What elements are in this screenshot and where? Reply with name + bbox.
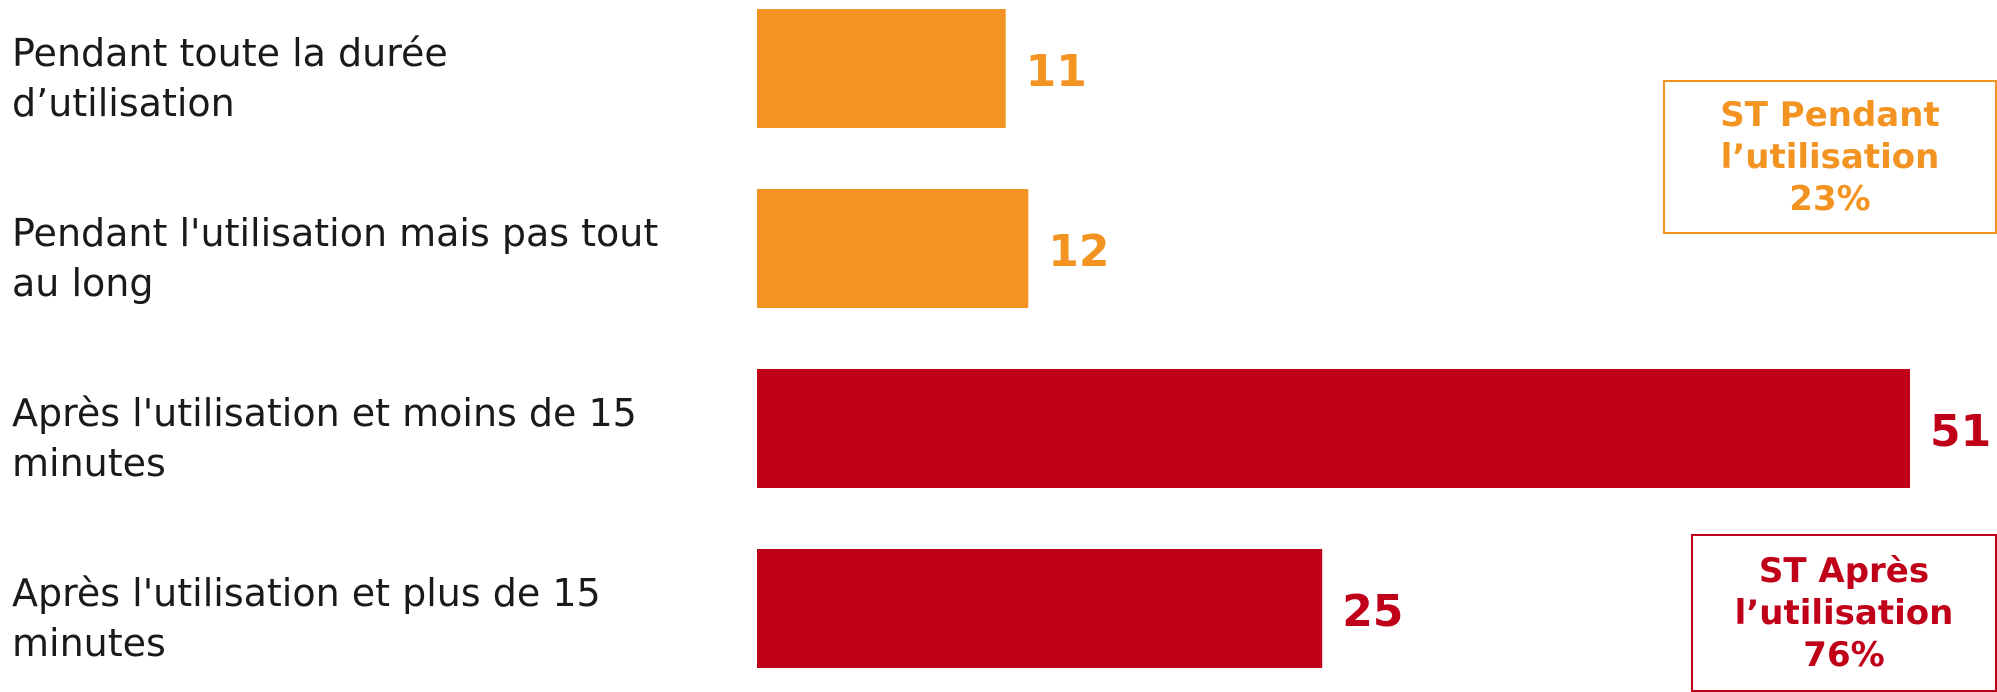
subtotal-apres-line-2: l’utilisation [1734, 593, 1954, 633]
value-label-3: 51 [1930, 406, 1991, 457]
category-label-1: Pendant toute la durée d’utilisation [12, 31, 448, 125]
bar-1 [757, 9, 1006, 128]
value-label-1: 11 [1026, 46, 1087, 97]
category-label-3: Après l'utilisation et moins de 15 minute… [12, 391, 637, 485]
subtotal-apres-line-1: ST Après [1758, 551, 1930, 591]
subtotal-apres-value: 76% [1803, 635, 1885, 675]
subtotal-box-apres: ST Après l’utilisation 76% [1691, 534, 1997, 692]
subtotal-box-pendant: ST Pendant l’utilisation 23% [1663, 80, 1997, 234]
value-label-2: 12 [1048, 226, 1109, 277]
category-label-2: Pendant l'utilisation mais pas tout au lo… [12, 211, 658, 305]
bar-2 [757, 189, 1029, 308]
bar-3 [757, 369, 1910, 488]
value-label-4: 25 [1342, 586, 1403, 637]
bar-4 [757, 549, 1323, 668]
subtotal-pendant-line-2: l’utilisation [1720, 137, 1940, 177]
subtotal-pendant-line-1: ST Pendant [1720, 95, 1940, 135]
category-label-4: Après l'utilisation et plus de 15 minutes [12, 571, 601, 665]
subtotal-pendant-value: 23% [1789, 179, 1871, 219]
